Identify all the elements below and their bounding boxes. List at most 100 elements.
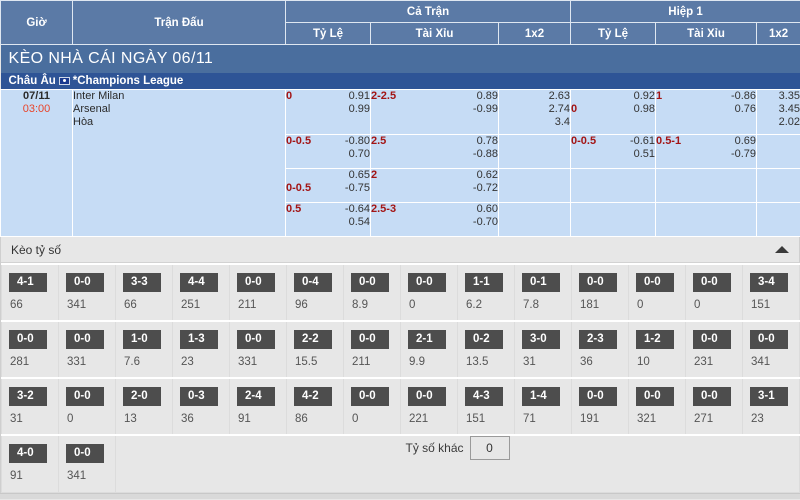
- score-cell[interactable]: 0-0 321: [628, 377, 686, 436]
- score-cell[interactable]: 1-0 7.6: [115, 320, 173, 379]
- score-cell[interactable]: 0-0 191: [571, 377, 629, 436]
- score-chip[interactable]: 1-2: [636, 330, 674, 349]
- score-cell[interactable]: 0-0 0: [628, 263, 686, 322]
- ft-ou-cell[interactable]: 2.5-3 0.60 -0.70: [370, 202, 499, 237]
- score-cell[interactable]: 0-0 211: [343, 320, 401, 379]
- score-cell[interactable]: 0-0 211: [229, 263, 287, 322]
- score-chip[interactable]: 3-1: [750, 387, 788, 406]
- score-chip[interactable]: 0-0: [693, 273, 731, 292]
- score-cell[interactable]: 2-2 15.5: [286, 320, 344, 379]
- h1-1x2-cell[interactable]: 3.35 3.45 2.02: [756, 89, 800, 135]
- score-cell[interactable]: 3-4 151: [742, 263, 800, 322]
- ft-ou-cell[interactable]: 2-2.5 0.89 -0.99: [370, 89, 499, 135]
- score-cell[interactable]: 1-4 71: [514, 377, 572, 436]
- score-chip[interactable]: 2-3: [579, 330, 617, 349]
- score-cell[interactable]: 1-2 10: [628, 320, 686, 379]
- score-chip[interactable]: 0-4: [294, 273, 332, 292]
- score-chip[interactable]: 1-1: [465, 273, 503, 292]
- score-cell[interactable]: 0-0 281: [1, 320, 59, 379]
- score-cell[interactable]: 0-0 271: [685, 377, 743, 436]
- score-chip[interactable]: 2-1: [408, 330, 446, 349]
- score-chip[interactable]: 0-0: [579, 273, 617, 292]
- score-chip[interactable]: 0-0: [237, 273, 275, 292]
- h1-1x2-cell[interactable]: [756, 202, 800, 237]
- score-chip[interactable]: 0-2: [465, 330, 503, 349]
- score-chip[interactable]: 0-0: [693, 330, 731, 349]
- score-chip[interactable]: 0-0: [66, 387, 104, 406]
- score-cell[interactable]: 2-4 91: [229, 377, 287, 436]
- table-row[interactable]: 0.5 -0.64 0.54 2.5-3 0.60 -0.70: [1, 202, 800, 237]
- ft-rate-cell[interactable]: 0 0.91 0.99: [285, 89, 371, 135]
- score-chip[interactable]: 0-0: [579, 387, 617, 406]
- ft-1x2-cell[interactable]: [497, 202, 572, 237]
- h1-rate-cell[interactable]: 0.92 0 0.98: [570, 89, 657, 135]
- score-cell[interactable]: 0-0 331: [229, 320, 287, 379]
- score-chip[interactable]: 0-0: [351, 273, 389, 292]
- ft-1x2-cell[interactable]: [497, 134, 572, 169]
- score-cell[interactable]: 0-0 0: [58, 377, 116, 436]
- league-band[interactable]: Châu Âu *Champions League: [0, 72, 800, 90]
- score-cell[interactable]: 0-0 8.9: [343, 263, 401, 322]
- score-chip[interactable]: 1-4: [522, 387, 560, 406]
- h1-ou-cell[interactable]: [655, 168, 758, 203]
- score-cell[interactable]: 0-0 181: [571, 263, 629, 322]
- score-chip[interactable]: 0-0: [66, 444, 104, 463]
- ft-ou-cell[interactable]: 2 0.62 -0.72: [370, 168, 499, 203]
- score-chip[interactable]: 2-0: [123, 387, 161, 406]
- h1-rate-cell[interactable]: 0-0.5 -0.61 0.51: [570, 134, 657, 169]
- score-chip[interactable]: 0-1: [522, 273, 560, 292]
- h1-ou-cell[interactable]: 0.5-1 0.69 -0.79: [655, 134, 758, 169]
- table-row[interactable]: 07/11 03:00 Inter Milan Arsenal Hòa 0 0.9…: [0, 89, 800, 237]
- score-chip[interactable]: 3-0: [522, 330, 560, 349]
- score-chip[interactable]: 0-0: [351, 387, 389, 406]
- ft-rate-cell[interactable]: 0.65 0-0.5 -0.75: [285, 168, 371, 203]
- score-chip[interactable]: 2-4: [237, 387, 275, 406]
- score-cell[interactable]: 4-2 86: [286, 377, 344, 436]
- score-cell[interactable]: 0-4 96: [286, 263, 344, 322]
- score-chip[interactable]: 4-3: [465, 387, 503, 406]
- score-cell[interactable]: 0-0 341: [742, 320, 800, 379]
- score-cell[interactable]: 0-0 341: [58, 263, 116, 322]
- ft-1x2-cell[interactable]: 2.63 2.74 3.4: [497, 89, 572, 135]
- h1-rate-cell[interactable]: [570, 202, 657, 237]
- chevron-up-icon[interactable]: [775, 246, 789, 253]
- score-chip[interactable]: 0-0: [66, 273, 104, 292]
- score-chip[interactable]: 1-3: [180, 330, 218, 349]
- ft-rate-cell[interactable]: 0.5 -0.64 0.54: [285, 202, 371, 237]
- score-cell[interactable]: 3-1 23: [742, 377, 800, 436]
- score-chip[interactable]: 3-4: [750, 273, 788, 292]
- score-chip[interactable]: 4-1: [9, 273, 47, 292]
- score-cell[interactable]: 0-0 231: [685, 320, 743, 379]
- score-cell[interactable]: 0-1 7.8: [514, 263, 572, 322]
- score-chip[interactable]: 0-0: [636, 387, 674, 406]
- h1-1x2-cell[interactable]: [756, 134, 800, 169]
- score-cell[interactable]: 3-2 31: [1, 377, 59, 436]
- score-chip[interactable]: 0-0: [9, 330, 47, 349]
- ft-rate-cell[interactable]: 0-0.5 -0.80 0.70: [285, 134, 371, 169]
- h1-ou-cell[interactable]: 1 -0.86 0.76: [655, 89, 758, 135]
- score-cell[interactable]: 4-0 91: [1, 434, 59, 493]
- h1-ou-cell[interactable]: [655, 202, 758, 237]
- ft-1x2-cell[interactable]: [497, 168, 572, 203]
- score-cell[interactable]: 3-3 66: [115, 263, 173, 322]
- table-row[interactable]: 0.65 0-0.5 -0.75 2 0.62 -0.72: [1, 168, 800, 203]
- score-chip[interactable]: 0-0: [237, 330, 275, 349]
- score-cell[interactable]: 4-3 151: [457, 377, 515, 436]
- score-cell[interactable]: 2-3 36: [571, 320, 629, 379]
- score-cell[interactable]: 0-2 13.5: [457, 320, 515, 379]
- ft-ou-cell[interactable]: 2.5 0.78 -0.88: [370, 134, 499, 169]
- score-cell[interactable]: 4-4 251: [172, 263, 230, 322]
- score-cell[interactable]: 2-1 9.9: [400, 320, 458, 379]
- score-cell[interactable]: 0-0 221: [400, 377, 458, 436]
- other-score-value[interactable]: 0: [469, 436, 510, 460]
- score-cell[interactable]: 0-0 341: [58, 434, 116, 493]
- score-cell[interactable]: 0-0 0: [343, 377, 401, 436]
- score-chip[interactable]: 0-0: [636, 273, 674, 292]
- h1-1x2-cell[interactable]: [756, 168, 800, 203]
- score-chip[interactable]: 0-0: [408, 387, 446, 406]
- score-cell[interactable]: 4-1 66: [1, 263, 59, 322]
- score-chip[interactable]: 3-2: [9, 387, 47, 406]
- score-cell[interactable]: 0-0 0: [400, 263, 458, 322]
- score-chip[interactable]: 0-3: [180, 387, 218, 406]
- h1-rate-cell[interactable]: [570, 168, 657, 203]
